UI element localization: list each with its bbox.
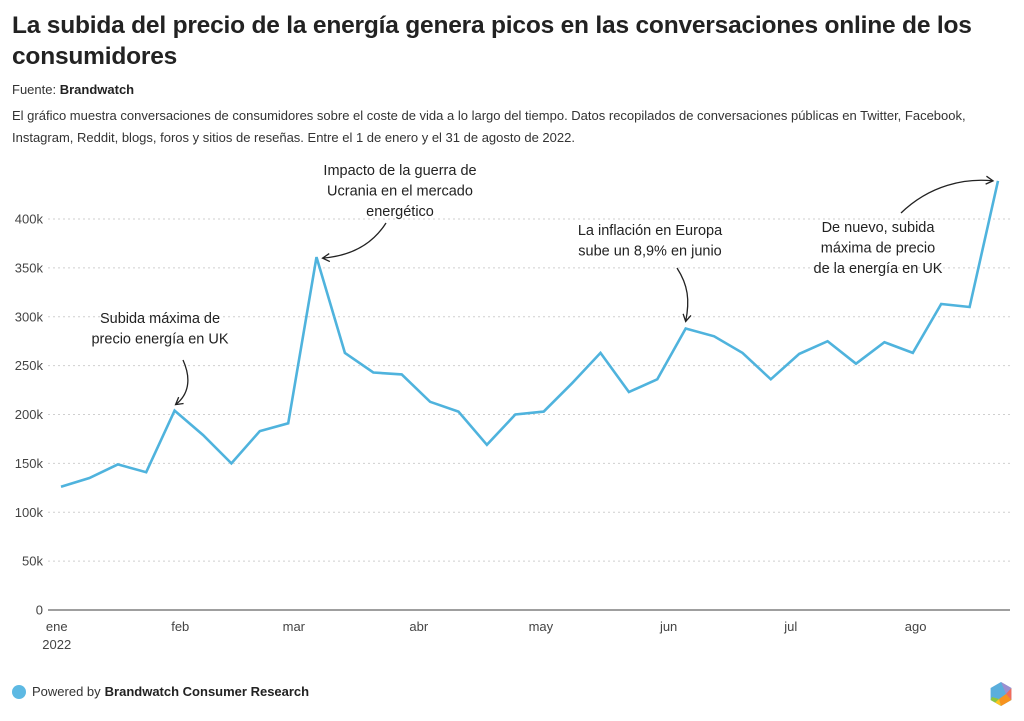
data-point[interactable] [398,370,406,378]
x-tick-label: jun [659,619,677,634]
data-point[interactable] [824,337,832,345]
chart-title: La subida del precio de la energía gener… [12,12,972,70]
data-point[interactable] [937,300,945,308]
data-point[interactable] [909,349,917,357]
annotation: La inflación en Europa sube un 8,9% en ju… [578,223,723,323]
annotation: Subida máxima de precio energía en UK [91,311,229,406]
data-point[interactable] [710,332,718,340]
y-tick-label: 250k [15,358,44,373]
data-point[interactable] [880,338,888,346]
x-axis: ene 2022 feb mar abr may jun jul ago [42,619,926,652]
data-point[interactable] [511,411,519,419]
y-axis: 0 50k 100k 150k 200k 250k 300k 350k 400k [15,212,44,618]
data-point[interactable] [426,398,434,406]
data-point[interactable] [313,253,321,261]
powered-by-label: Powered by [32,684,101,699]
data-point[interactable] [568,379,576,387]
y-tick-label: 300k [15,309,44,324]
y-tick-label: 150k [15,456,44,471]
annotation-text: de la energía en UK [814,261,943,277]
y-tick-label: 50k [22,554,43,569]
series-layer [57,177,1002,491]
annotations: Subida máxima de precio energía en UK Impa… [91,163,995,406]
annotation-arrow-icon [900,175,995,214]
data-point[interactable] [625,388,633,396]
x-tick-label: mar [283,619,306,634]
data-point[interactable] [227,459,235,467]
data-point[interactable] [966,303,974,311]
brand-name: Brandwatch Consumer Research [104,684,310,699]
y-tick-label: 0 [36,603,43,618]
annotation-text: La inflación en Europa [578,223,723,239]
data-point[interactable] [994,177,1002,185]
data-point[interactable] [795,350,803,358]
series-line-conversaciones [60,180,1000,489]
annotation-text: Impacto de la guerra de [323,163,476,179]
footer: Powered by Brandwatch Consumer Research [12,684,309,699]
y-tick-label: 400k [15,212,44,227]
data-point[interactable] [341,349,349,357]
data-point[interactable] [369,368,377,376]
x-tick-year-label: 2022 [42,637,71,652]
annotation: Impacto de la guerra de Ucrania en el mer… [321,163,477,263]
data-point[interactable] [852,360,860,368]
annotation-text: Ucrania en el mercado [327,184,473,200]
data-point[interactable] [284,419,292,427]
data-point[interactable] [142,468,150,476]
x-tick-label: jul [783,619,797,634]
source-name: Brandwatch [59,82,135,97]
annotation-arrow-icon [174,359,189,406]
data-point[interactable] [57,483,65,491]
data-point[interactable] [256,427,264,435]
data-point[interactable] [540,408,548,416]
y-tick-label: 200k [15,407,44,422]
annotation: De nuevo, subida máxima de precio de la en… [814,175,995,277]
data-point[interactable] [455,408,463,416]
annotation-text: De nuevo, subida [822,220,936,236]
x-tick-label: abr [409,619,428,634]
x-tick-label: ene [46,619,68,634]
brandwatch-logo-icon [990,682,1012,706]
data-point[interactable] [483,441,491,449]
data-point[interactable] [114,460,122,468]
annotation-text: sube un 8,9% en junio [578,244,722,260]
data-point[interactable] [85,474,93,482]
x-tick-label: feb [171,619,189,634]
annotation-arrow-icon [321,222,387,263]
annotation-arrow-icon [676,267,692,323]
source-line: Fuente: Brandwatch [12,82,134,97]
data-point[interactable] [682,324,690,332]
data-point[interactable] [653,375,661,383]
annotation-text: energético [366,204,434,220]
annotation-text: máxima de precio [821,241,935,257]
data-point[interactable] [171,407,179,415]
x-tick-label: may [529,619,554,634]
brand-dot-icon [12,684,26,699]
chart-description: El gráfico muestra conversaciones de con… [12,108,966,145]
annotation-text: Subida máxima de [100,311,220,327]
data-point[interactable] [596,349,604,357]
data-point[interactable] [738,349,746,357]
x-tick-label: ago [905,619,927,634]
annotation-text: precio energía en UK [91,332,228,348]
data-point[interactable] [767,375,775,383]
gridlines [48,218,1010,611]
y-tick-label: 100k [15,505,44,520]
y-tick-label: 350k [15,260,44,275]
source-label: Fuente: [12,82,57,97]
data-point[interactable] [199,431,207,439]
